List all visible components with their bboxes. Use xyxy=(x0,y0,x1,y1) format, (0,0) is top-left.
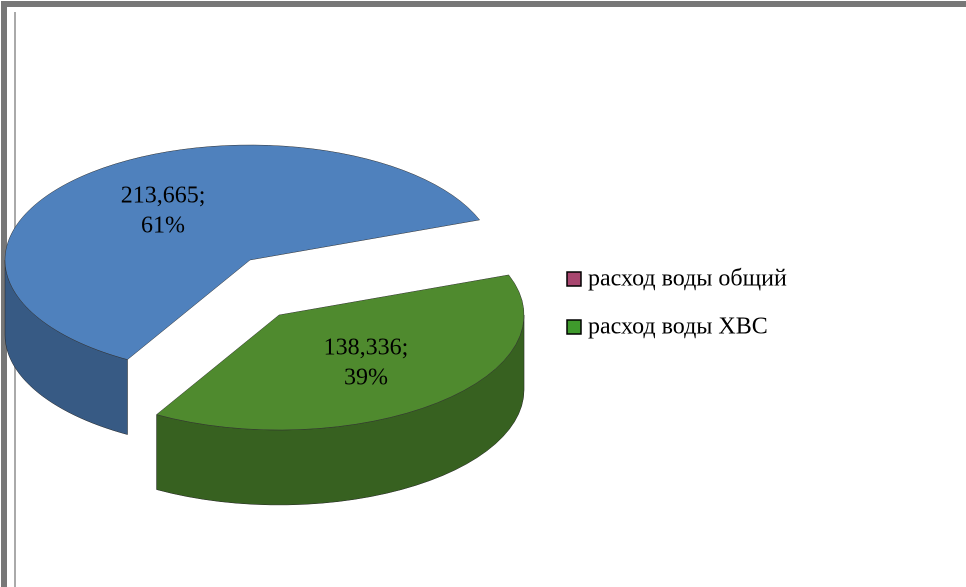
slice-top xyxy=(156,274,525,431)
legend-label: расход воды ХВС xyxy=(588,314,768,340)
data-label: 138,336; 39% xyxy=(324,334,409,390)
data-label: 213,665; 61% xyxy=(121,182,206,238)
legend-swatch xyxy=(566,319,582,335)
slice xyxy=(156,274,525,506)
slice xyxy=(4,144,481,435)
legend-swatch xyxy=(566,271,582,287)
slice-top xyxy=(4,144,481,360)
legend-label: расход воды общий xyxy=(588,266,787,292)
